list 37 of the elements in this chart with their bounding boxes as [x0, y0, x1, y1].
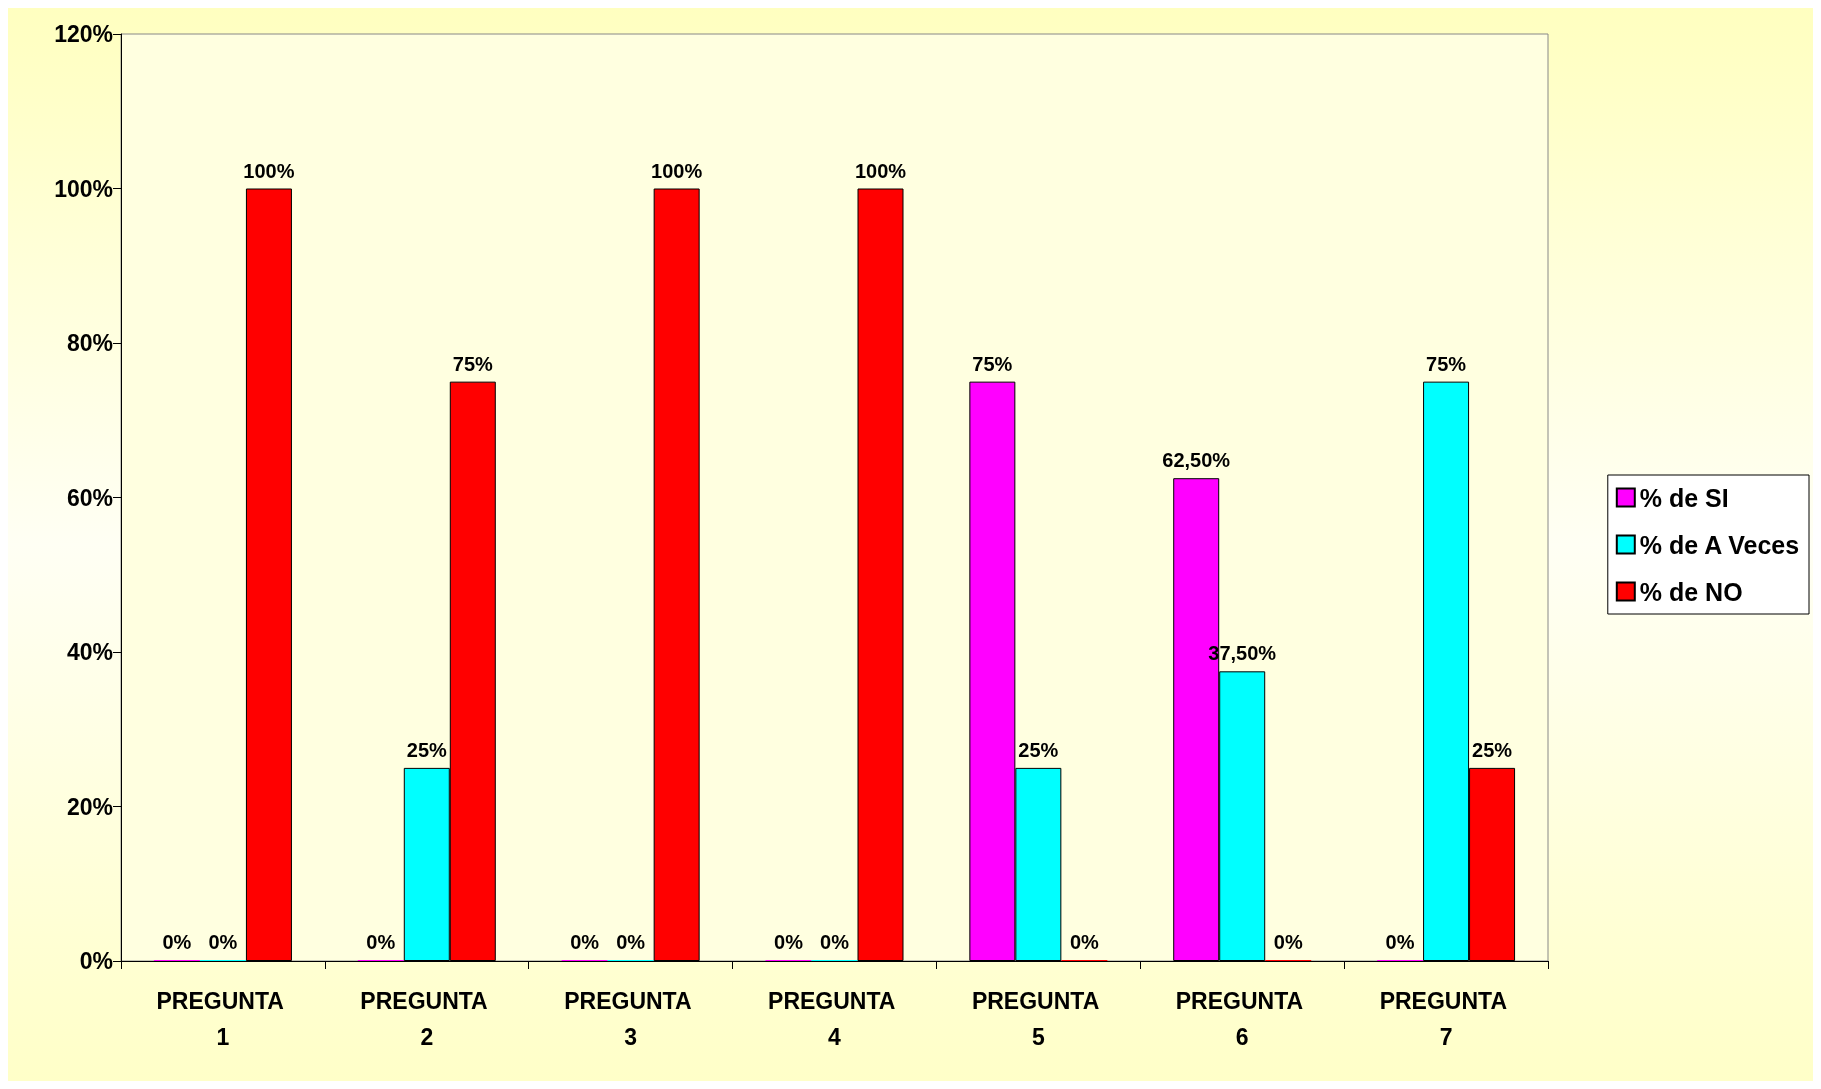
x-tick-label: PREGUNTA 7	[1379, 988, 1513, 1050]
y-tick-label: 20%	[66, 793, 113, 820]
data-label: 62,50%	[1162, 449, 1231, 472]
y-tick-label: 80%	[66, 330, 113, 356]
data-label: 0%	[1385, 931, 1415, 953]
legend-label: % de NO	[1639, 577, 1743, 606]
data-label: 0%	[1069, 931, 1100, 953]
legend-label: % de A Veces	[1639, 530, 1800, 559]
x-tick-label: PREGUNTA 1	[156, 988, 290, 1050]
data-label: 75%	[1426, 352, 1467, 375]
x-tick-label: PREGUNTA 4	[768, 988, 901, 1050]
y-tick-label: 40%	[66, 639, 113, 665]
x-tick-label: PREGUNTA 2	[360, 988, 494, 1050]
data-label: 0%	[616, 931, 646, 953]
y-tick-label: 60%	[66, 484, 113, 511]
data-label: 100%	[651, 159, 703, 182]
data-label: 100%	[854, 159, 907, 182]
data-label: 0%	[570, 931, 600, 953]
x-tick-label: PREGUNTA 6	[1175, 988, 1309, 1050]
data-label: 0%	[366, 931, 396, 953]
x-tick-label: PREGUNTA 5	[971, 988, 1105, 1050]
y-tick-label: 100%	[54, 175, 113, 202]
y-tick-label: 0%	[79, 948, 113, 974]
data-label: 0%	[208, 931, 238, 953]
data-label: 0%	[820, 931, 850, 953]
data-label: 25%	[406, 738, 448, 761]
data-label: 75%	[972, 352, 1013, 375]
x-tick-label: PREGUNTA 3	[564, 988, 698, 1050]
data-label: 75%	[452, 352, 494, 375]
data-label: 0%	[162, 931, 192, 953]
data-label: 0%	[774, 931, 804, 953]
y-tick-label: 120%	[54, 21, 113, 47]
legend-label: % de SI	[1639, 483, 1729, 512]
data-label: 25%	[1472, 738, 1513, 761]
data-label: 25%	[1018, 738, 1059, 761]
data-label: 0%	[1273, 931, 1303, 953]
data-label: 100%	[243, 159, 295, 182]
